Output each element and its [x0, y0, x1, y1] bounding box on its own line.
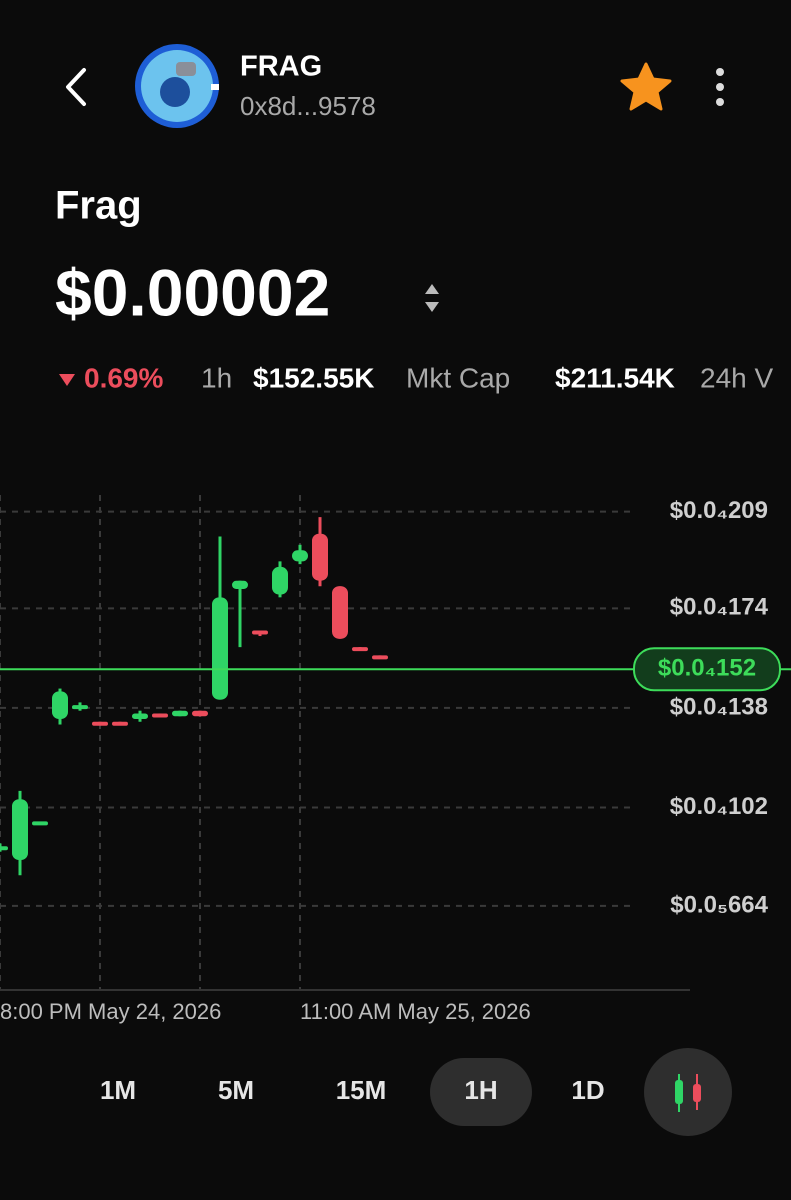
candle-body [312, 533, 328, 581]
current-price-label: $0.0₄152 [658, 655, 756, 682]
y-tick-label: $0.0₄138 [670, 693, 768, 720]
timeframe-button[interactable]: 15M [336, 1075, 387, 1105]
candle-body [72, 705, 88, 710]
candle-body [152, 713, 168, 718]
candle-body [12, 799, 28, 861]
timeframe-selected-pill [430, 1058, 532, 1126]
chart-type-icon [675, 1080, 683, 1104]
current-price-badge [633, 647, 781, 692]
candle-body [172, 710, 188, 717]
candle-body [52, 691, 68, 719]
candle-body [252, 630, 268, 635]
timeframe-button[interactable]: 1D [571, 1075, 604, 1105]
candle-body [232, 580, 248, 590]
candle-body [332, 586, 348, 639]
timeframe-button[interactable]: 1M [100, 1075, 136, 1105]
market-cap-label: Mkt Cap [406, 362, 510, 393]
y-tick-label: $0.0₄174 [670, 594, 769, 621]
favorite-star[interactable] [620, 62, 672, 111]
token-symbol: FRAG [240, 51, 322, 83]
x-tick-label: 8:00 PM May 24, 2026 [0, 999, 221, 1024]
candle-body [32, 821, 48, 826]
candle-body [292, 550, 308, 562]
token-price: $0.00002 [55, 255, 330, 329]
candle-body [92, 721, 108, 726]
timeframe-button[interactable]: 1H [464, 1075, 497, 1105]
token-avatar [135, 44, 219, 128]
change-down-icon [59, 374, 75, 386]
candle-body [372, 655, 388, 660]
candlestick-chart: $0.0₄209 $0.0₄174 $0.0₄138 $0.0₄102 $0.0₅664… [0, 495, 791, 1024]
volume-label: 24h V [700, 362, 773, 393]
volume: $211.54K [555, 362, 675, 393]
market-cap: $152.55K [253, 362, 374, 393]
timeframe-bar: 1M 5M 15M 1H 1D [100, 1048, 732, 1136]
y-tick-label: $0.0₄102 [670, 793, 768, 820]
more-menu[interactable] [716, 68, 724, 106]
token-address[interactable]: 0x8d...9578 [240, 91, 376, 121]
candle-body [212, 597, 228, 700]
candle-body [132, 713, 148, 719]
candle-body [272, 566, 288, 595]
change-period: 1h [201, 362, 232, 393]
chart-type-icon [693, 1084, 701, 1102]
candle-body [352, 647, 368, 652]
token-name: Frag [55, 184, 142, 228]
chart-type-button[interactable] [644, 1048, 732, 1136]
price-toggle[interactable] [425, 284, 439, 312]
x-tick-label: 11:00 AM May 25, 2026 [300, 999, 531, 1024]
y-tick-label: $0.0₄209 [670, 497, 768, 524]
candle-body [192, 710, 208, 717]
y-tick-label: $0.0₅664 [670, 891, 768, 918]
price-change: 0.69% [84, 362, 163, 393]
candle-body [112, 721, 128, 726]
back-button[interactable] [66, 68, 86, 106]
candle-body [0, 846, 8, 851]
timeframe-button[interactable]: 5M [218, 1075, 254, 1105]
